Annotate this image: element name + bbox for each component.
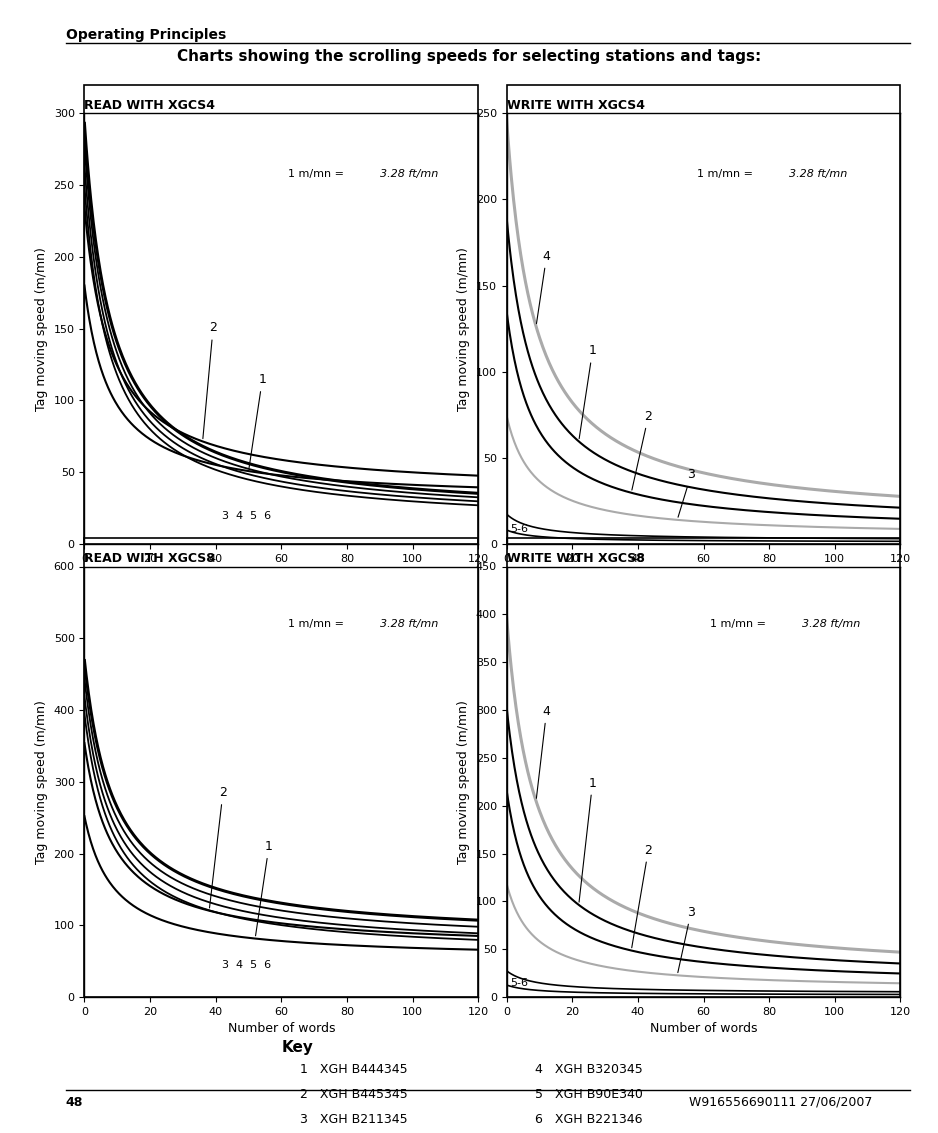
- Text: 2   XGH B445345: 2 XGH B445345: [300, 1088, 408, 1100]
- Text: 3  4  5  6: 3 4 5 6: [222, 511, 271, 521]
- Text: Charts showing the scrolling speeds for selecting stations and tags:: Charts showing the scrolling speeds for …: [177, 49, 761, 63]
- Text: 4   XGH B320345: 4 XGH B320345: [535, 1063, 643, 1075]
- Text: 6   XGH B221346: 6 XGH B221346: [535, 1113, 643, 1125]
- Text: WRITE WITH XGCS4: WRITE WITH XGCS4: [507, 99, 644, 112]
- Text: 2: 2: [631, 844, 652, 948]
- X-axis label: Number of words: Number of words: [228, 1022, 335, 1036]
- Text: 4: 4: [537, 249, 551, 324]
- Text: 3.28 ft/mn: 3.28 ft/mn: [802, 619, 860, 629]
- Text: 1 m/mn =: 1 m/mn =: [288, 619, 347, 629]
- Text: 5-6: 5-6: [510, 978, 528, 988]
- Text: 1 m/mn =: 1 m/mn =: [288, 169, 347, 179]
- Text: 2: 2: [632, 410, 652, 491]
- X-axis label: Number of words: Number of words: [228, 569, 335, 582]
- Text: 3  4  5  6: 3 4 5 6: [222, 961, 271, 970]
- X-axis label: Number of words: Number of words: [650, 569, 757, 582]
- Text: Operating Principles: Operating Principles: [66, 28, 226, 42]
- Text: 1: 1: [249, 373, 266, 468]
- Y-axis label: Tag moving speed (m/mn): Tag moving speed (m/mn): [35, 700, 48, 863]
- Text: 1   XGH B444345: 1 XGH B444345: [300, 1063, 408, 1075]
- X-axis label: Number of words: Number of words: [650, 1022, 757, 1036]
- Text: 3: 3: [678, 468, 695, 517]
- Text: 5   XGH B90E340: 5 XGH B90E340: [535, 1088, 643, 1100]
- Text: 3.28 ft/mn: 3.28 ft/mn: [789, 169, 847, 179]
- Text: 1: 1: [255, 840, 273, 936]
- Text: 48: 48: [66, 1096, 83, 1108]
- Text: W916556690111 27/06/2007: W916556690111 27/06/2007: [689, 1096, 872, 1108]
- Text: 3: 3: [678, 905, 695, 972]
- Text: 2: 2: [209, 786, 227, 908]
- Text: 4: 4: [537, 705, 551, 799]
- Y-axis label: Tag moving speed (m/mn): Tag moving speed (m/mn): [457, 247, 470, 410]
- Text: 1: 1: [579, 344, 597, 438]
- Text: English: English: [7, 445, 20, 495]
- Text: 1 m/mn =: 1 m/mn =: [697, 169, 756, 179]
- Text: 1: 1: [579, 776, 597, 902]
- Text: 5-6: 5-6: [510, 523, 528, 534]
- Text: 3.28 ft/mn: 3.28 ft/mn: [380, 169, 438, 179]
- Text: Key: Key: [281, 1040, 313, 1055]
- Text: READ WITH XGCS8: READ WITH XGCS8: [84, 552, 216, 565]
- Text: 3   XGH B211345: 3 XGH B211345: [300, 1113, 408, 1125]
- Text: 1 m/mn =: 1 m/mn =: [710, 619, 769, 629]
- Text: WRITE WITH XGCS8: WRITE WITH XGCS8: [507, 552, 644, 565]
- Y-axis label: Tag moving speed (m/mn): Tag moving speed (m/mn): [35, 247, 48, 410]
- Text: 2: 2: [203, 322, 217, 438]
- Text: 3.28 ft/mn: 3.28 ft/mn: [380, 619, 438, 629]
- Y-axis label: Tag moving speed (m/mn): Tag moving speed (m/mn): [457, 700, 470, 863]
- Text: READ WITH XGCS4: READ WITH XGCS4: [84, 99, 216, 112]
